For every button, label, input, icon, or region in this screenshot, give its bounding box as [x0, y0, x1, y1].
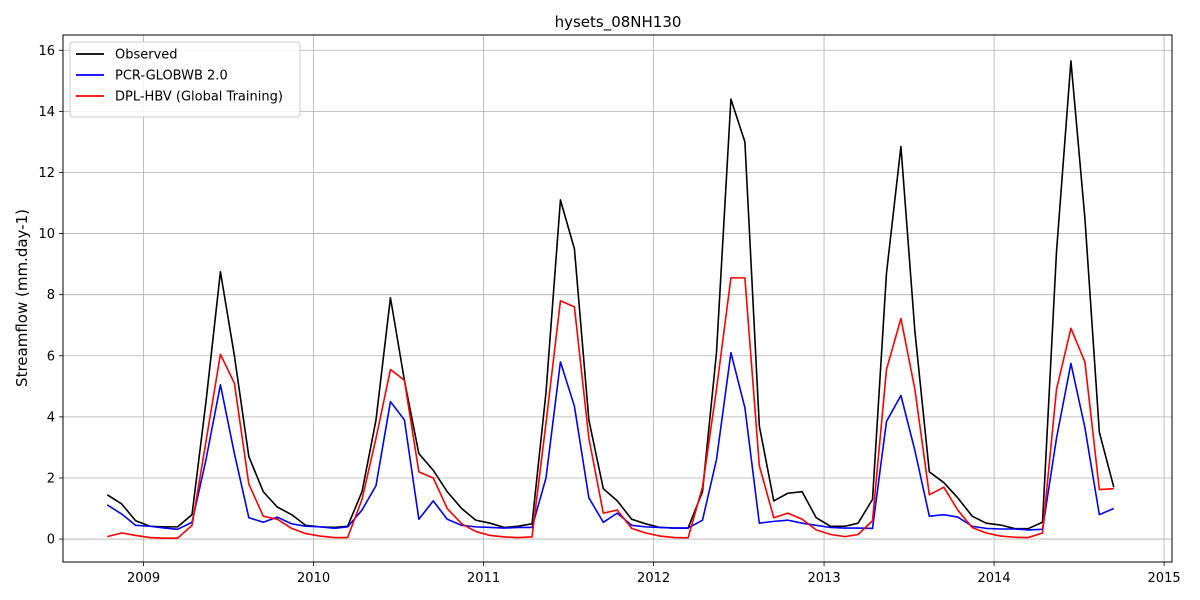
y-tick-label: 4 — [47, 410, 55, 425]
y-axis-ticks: 0 2 4 6 8 10 12 14 16 — [38, 44, 63, 548]
y-tick-label: 10 — [38, 227, 55, 242]
x-tick-label: 2014 — [978, 571, 1011, 586]
y-tick-label: 12 — [38, 166, 55, 181]
chart-title: hysets_08NH130 — [555, 13, 682, 32]
x-axis-ticks: 2009 2010 2011 2012 2013 2014 2015 — [127, 562, 1181, 586]
y-tick-label: 0 — [47, 533, 55, 548]
series-line-dpl-hbv-global-training — [107, 277, 1114, 539]
x-tick-label: 2012 — [637, 571, 670, 586]
legend: Observed PCR-GLOBWB 2.0 DPL-HBV (Global Tr… — [69, 41, 301, 118]
x-tick-label: 2015 — [1148, 571, 1181, 586]
legend-entry-label: DPL-HBV (Global Training) — [115, 90, 283, 105]
y-axis-label: Streamflow (mm.day-1) — [13, 209, 31, 387]
y-tick-label: 6 — [47, 349, 55, 364]
y-tick-label: 16 — [38, 44, 55, 59]
y-tick-label: 14 — [38, 105, 55, 120]
series-line-observed — [106, 60, 1115, 530]
grid — [63, 35, 1172, 562]
x-tick-label: 2011 — [467, 571, 500, 586]
y-tick-label: 2 — [47, 471, 55, 486]
x-tick-label: 2009 — [127, 571, 160, 586]
legend-box — [69, 41, 301, 118]
legend-entry-label: Observed — [115, 48, 178, 63]
plot-frame — [62, 34, 1173, 563]
legend-entry-label: PCR-GLOBWB 2.0 — [115, 69, 228, 84]
y-tick-label: 8 — [47, 288, 55, 303]
x-tick-label: 2013 — [808, 571, 841, 586]
series-lines — [106, 60, 1115, 539]
x-tick-label: 2010 — [297, 571, 330, 586]
